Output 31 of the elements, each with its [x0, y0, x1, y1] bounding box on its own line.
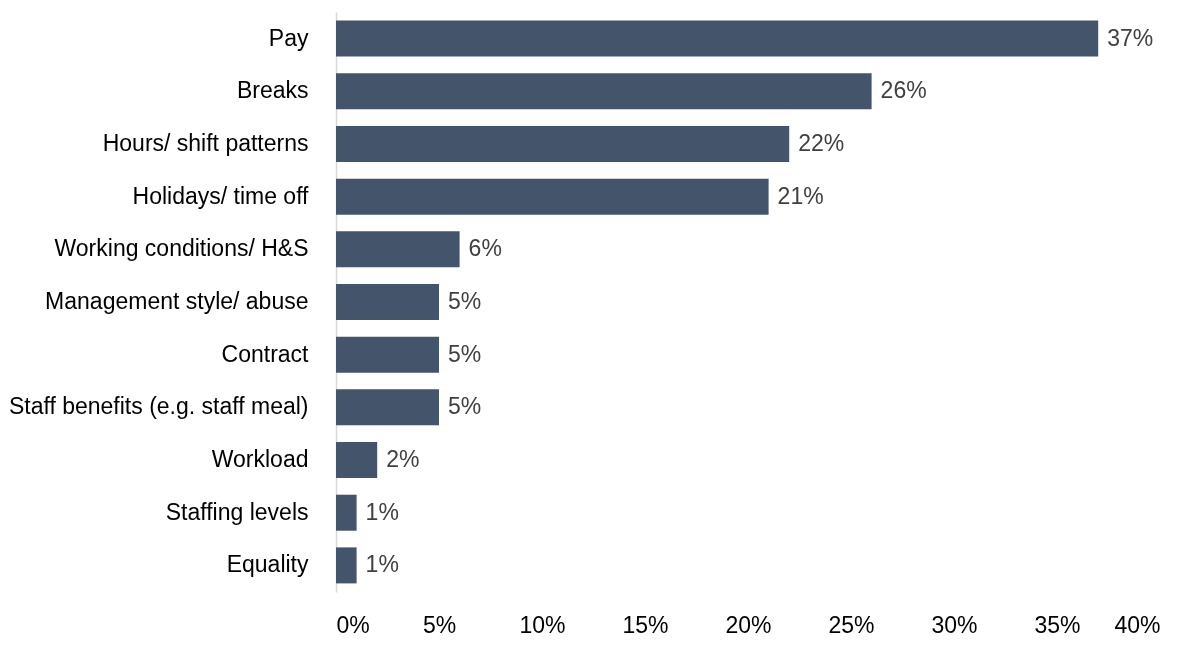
data-label: 37%: [1107, 24, 1154, 51]
y-tick-label: Holidays/ time off: [132, 182, 310, 209]
data-label: 5%: [448, 393, 482, 420]
x-tick-label: 25%: [828, 611, 875, 638]
y-tick-label: Workload: [211, 446, 309, 473]
data-label: 22%: [798, 129, 845, 156]
x-tick-label: 40%: [1114, 611, 1161, 638]
x-tick-label: 15%: [622, 611, 669, 638]
x-tick-label: 35%: [1034, 611, 1081, 638]
data-label: 2%: [386, 446, 420, 473]
data-label: 21%: [777, 182, 824, 209]
x-tick-label: 20%: [725, 611, 772, 638]
data-label: 5%: [448, 288, 482, 314]
x-tick-label: 0%: [336, 611, 370, 638]
data-label: 5%: [448, 340, 482, 367]
y-tick-label: Staff benefits (e.g. staff meal): [8, 393, 309, 420]
y-tick-label: Management style/ abuse: [45, 288, 309, 314]
x-tick-label: 5%: [422, 611, 457, 638]
x-tick-label: 30%: [931, 611, 978, 638]
y-tick-label: Working conditions/ H&S: [54, 235, 309, 262]
y-tick-label: Breaks: [236, 77, 309, 104]
y-tick-label: Pay: [268, 24, 309, 51]
x-tick-label: 10%: [519, 611, 566, 638]
data-label: 1%: [365, 498, 399, 525]
data-label: 26%: [880, 77, 927, 104]
y-tick-label: Contract: [221, 340, 310, 367]
y-tick-label: Hours/ shift patterns: [102, 129, 309, 156]
y-tick-label: Staffing levels: [165, 498, 309, 525]
data-label: 1%: [365, 551, 399, 578]
data-label: 6%: [468, 235, 502, 262]
y-tick-label: Equality: [226, 551, 309, 578]
